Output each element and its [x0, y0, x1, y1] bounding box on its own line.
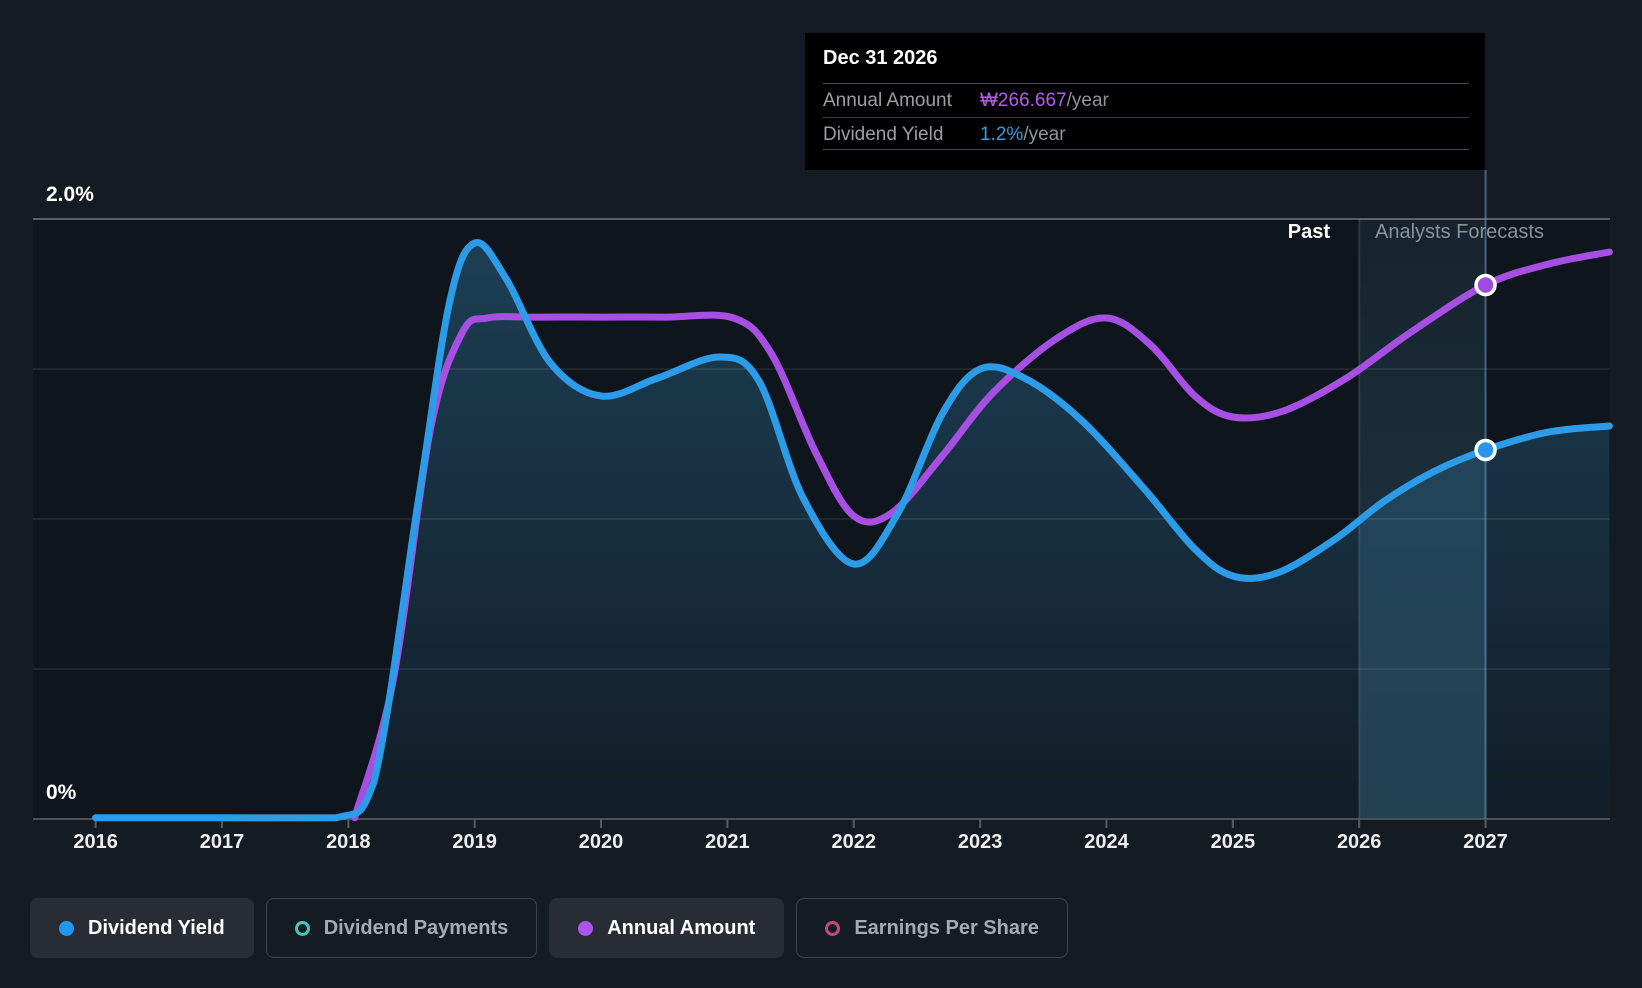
legend-label: Annual Amount	[607, 916, 756, 939]
legend-item-earnings-per-share[interactable]: Earnings Per Share	[796, 898, 1068, 958]
tooltip-value: ₩266.667	[980, 90, 1067, 111]
x-axis-label-2022: 2022	[831, 831, 877, 853]
x-axis-label-2025: 2025	[1210, 831, 1256, 853]
x-axis-label-2019: 2019	[452, 831, 497, 853]
tooltip-label: Dividend Yield	[823, 124, 944, 145]
x-axis-label-2026: 2026	[1336, 831, 1382, 853]
dividend-yield-line[interactable]	[92, 239, 1613, 822]
forecast-highlight-band	[1359, 219, 1486, 819]
annual-amount-swatch-icon	[578, 920, 594, 936]
legend-label: Dividend Yield	[88, 916, 225, 939]
x-axis-label-2023: 2023	[957, 831, 1003, 853]
legend-label: Earnings Per Share	[854, 916, 1039, 939]
dividend-payments-swatch-icon	[294, 920, 310, 936]
past-zone-label: Past	[1287, 221, 1330, 243]
x-axis-label-2018: 2018	[326, 831, 371, 853]
tooltip-row-annual-amount: Annual Amount ₩266.667/year	[823, 84, 1469, 117]
dividend-yield-area-fill	[95, 242, 1611, 819]
annual-amount-hover-marker[interactable]	[1474, 273, 1497, 297]
x-axis-label-2020: 2020	[578, 831, 624, 853]
tooltip-row-dividend-yield: Dividend Yield 1.2%/year	[823, 118, 1469, 151]
legend-label: Dividend Payments	[323, 916, 509, 939]
x-axis-label-2024: 2024	[1084, 831, 1129, 853]
y-axis-label-zero: 0%	[46, 781, 77, 804]
tooltip-value-suffix: /year	[1066, 90, 1109, 111]
legend-item-dividend-payments[interactable]: Dividend Payments	[265, 898, 538, 958]
chart-tooltip: Dec 31 2026 Annual Amount ₩266.667/year D…	[805, 33, 1485, 170]
annual-amount-line[interactable]	[351, 248, 1613, 822]
chart-legend: Dividend Yield Dividend Payments Annual Am…	[30, 898, 1068, 958]
legend-item-annual-amount[interactable]: Annual Amount	[549, 898, 785, 958]
tooltip-divider	[823, 117, 1469, 118]
tooltip-divider	[823, 149, 1469, 150]
dividend-yield-swatch-icon	[59, 920, 74, 936]
tooltip-label: Annual Amount	[823, 90, 952, 111]
legend-item-dividend-yield[interactable]: Dividend Yield	[30, 898, 254, 958]
tooltip-value: 1.2%	[980, 124, 1024, 145]
forecast-zone-label: Analysts Forecasts	[1375, 221, 1544, 243]
tooltip-divider	[823, 83, 1469, 84]
tooltip-value-suffix: /year	[1023, 124, 1066, 145]
earnings-per-share-swatch-icon	[825, 920, 841, 936]
dividend-yield-hover-marker[interactable]	[1474, 438, 1497, 462]
tooltip-date-title: Dec 31 2026	[823, 47, 938, 69]
x-axis-label-2017: 2017	[199, 831, 245, 853]
x-axis-label-2016: 2016	[73, 831, 118, 853]
y-axis-label-max: 2.0%	[46, 183, 94, 206]
x-axis-label-2021: 2021	[705, 831, 750, 853]
x-axis-label-2027: 2027	[1463, 831, 1508, 853]
